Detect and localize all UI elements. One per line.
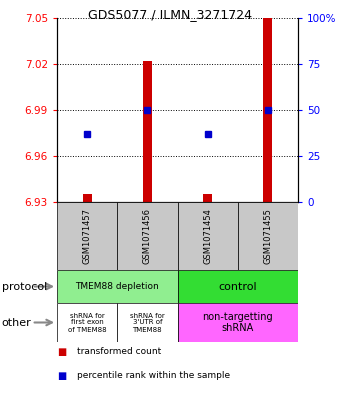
Text: ■: ■ — [57, 347, 66, 357]
Text: GSM1071457: GSM1071457 — [83, 208, 91, 264]
Bar — [143, 61, 152, 202]
Text: non-targetting
shRNA: non-targetting shRNA — [202, 312, 273, 333]
Bar — [177, 303, 298, 342]
Text: ■: ■ — [57, 371, 66, 381]
Bar — [177, 270, 298, 303]
Bar — [238, 202, 298, 270]
Text: protocol: protocol — [2, 281, 47, 292]
Bar — [117, 303, 177, 342]
Bar — [203, 194, 212, 202]
Text: percentile rank within the sample: percentile rank within the sample — [78, 371, 231, 380]
Text: GSM1071454: GSM1071454 — [203, 208, 212, 264]
Bar — [57, 270, 177, 303]
Text: GSM1071455: GSM1071455 — [264, 208, 272, 264]
Text: shRNA for
first exon
of TMEM88: shRNA for first exon of TMEM88 — [68, 312, 106, 332]
Text: transformed count: transformed count — [78, 347, 162, 356]
Text: TMEM88 depletion: TMEM88 depletion — [75, 282, 159, 291]
Bar — [57, 303, 117, 342]
Bar — [57, 202, 117, 270]
Text: GSM1071456: GSM1071456 — [143, 208, 152, 264]
Bar — [177, 202, 238, 270]
Bar — [117, 202, 177, 270]
Text: shRNA for
3'UTR of
TMEM88: shRNA for 3'UTR of TMEM88 — [130, 312, 165, 332]
Text: other: other — [2, 318, 31, 327]
Bar — [264, 18, 272, 202]
Bar — [83, 194, 92, 202]
Text: control: control — [218, 281, 257, 292]
Text: GDS5077 / ILMN_3271724: GDS5077 / ILMN_3271724 — [88, 8, 252, 21]
